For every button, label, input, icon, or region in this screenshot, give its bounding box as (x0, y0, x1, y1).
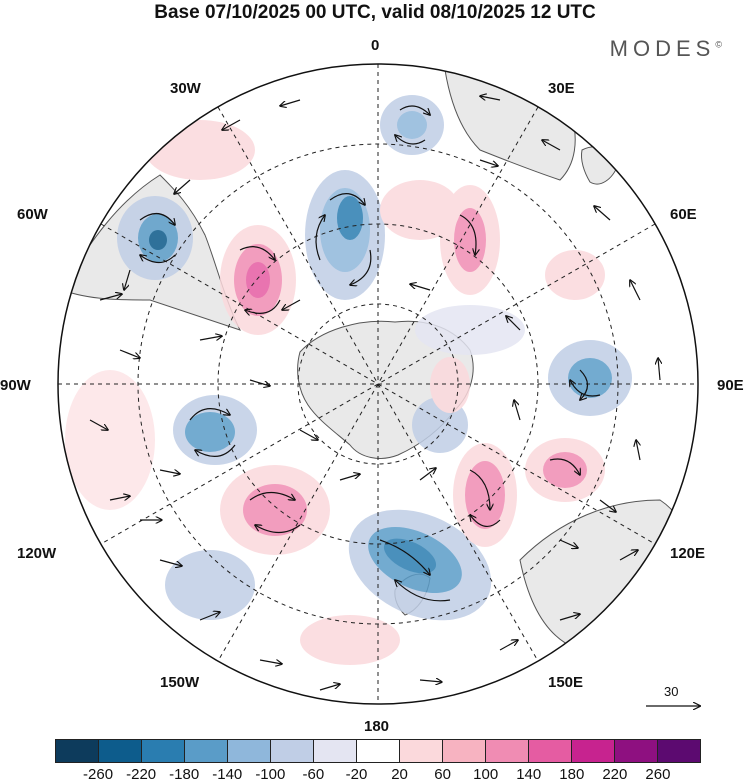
colorbar-swatch (357, 740, 400, 762)
colorbar-swatch (443, 740, 486, 762)
colorbar-swatch (99, 740, 142, 762)
lon-label-60e: 60E (670, 206, 697, 223)
lon-label-120e: 120E (670, 545, 706, 562)
colorbar-tick-label: 60 (434, 766, 451, 783)
colorbar-swatch (314, 740, 357, 762)
map-title: Base 07/10/2025 00 UTC, valid 08/10/2025… (154, 2, 596, 23)
lon-label-120w: 120W (17, 545, 57, 562)
colorbar-tick-label: -20 (345, 766, 368, 783)
anomaly-pos (145, 120, 255, 180)
graticule (58, 64, 698, 704)
colorbar-swatch (271, 740, 314, 762)
anomaly-neg (185, 412, 235, 452)
colorbar-tick-label: 260 (645, 766, 671, 783)
anomaly-pos (300, 615, 400, 665)
lon-label-0: 0 (371, 37, 380, 54)
colorbar-swatch (228, 740, 271, 762)
reference-vector-label: 30 (664, 684, 679, 699)
anomaly-pos (543, 452, 587, 488)
colorbar-swatch (572, 740, 615, 762)
lon-label-30e: 30E (548, 80, 575, 97)
anomaly-neg (415, 305, 525, 355)
lon-label-180: 180 (364, 718, 390, 735)
anomaly-pos (430, 357, 470, 413)
anomaly-pos (380, 180, 460, 240)
lon-label-60w: 60W (17, 206, 48, 223)
colorbar-swatch (658, 740, 700, 762)
colorbar-swatch (185, 740, 228, 762)
anomaly-pos (465, 461, 505, 529)
colorbar-tick-label: -60 (302, 766, 325, 783)
colorbar-swatch (56, 740, 99, 762)
anomaly-neg (165, 550, 255, 620)
colorbar-swatch (142, 740, 185, 762)
lon-label-30w: 30W (170, 80, 201, 97)
colorbar-tick-label: -220 (126, 766, 157, 783)
colorbar-swatch (615, 740, 658, 762)
field-layer (65, 95, 632, 665)
anomaly-pos (545, 250, 605, 300)
anomaly-neg (397, 111, 427, 139)
lon-label-150e: 150E (548, 674, 584, 691)
anomaly-neg (337, 196, 363, 240)
anomaly-neg (149, 230, 167, 250)
anomaly-pos (243, 484, 307, 536)
colorbar-tick-label: -180 (169, 766, 200, 783)
colorbar-swatch (400, 740, 443, 762)
colorbar-tick-label: 140 (516, 766, 542, 783)
brand-mark: © (715, 39, 722, 50)
colorbar-tick-label: 100 (473, 766, 499, 783)
brand-name: MODES (609, 36, 716, 61)
colorbar-swatch (529, 740, 572, 762)
anomaly-pos (65, 370, 155, 510)
colorbar-ticks: -260 -220 -180 -140 -100 -60 -20 20 60 100 140 180 2… (55, 766, 701, 784)
map-boundary (57, 63, 699, 705)
colorbar-tick-label: 180 (559, 766, 585, 783)
lon-label-90e: 90E (717, 377, 744, 394)
lon-label-90w: 90W (0, 377, 31, 394)
colorbar-tick-label: 220 (602, 766, 628, 783)
colorbar-tick-label: -140 (212, 766, 243, 783)
wind-vectors (89, 96, 660, 691)
colorbar-tick-label: -260 (83, 766, 114, 783)
anomaly-neg (568, 358, 612, 398)
colorbar-tick-label: 20 (391, 766, 408, 783)
lon-label-150w: 150W (160, 674, 200, 691)
australia (519, 499, 695, 651)
anomaly-pos (454, 208, 486, 272)
colorbar (55, 739, 701, 763)
colorbar-swatch (486, 740, 529, 762)
colorbar-tick-label: -100 (255, 766, 286, 783)
anomaly-pos (246, 262, 270, 298)
brand-logo: MODES© (610, 36, 722, 62)
